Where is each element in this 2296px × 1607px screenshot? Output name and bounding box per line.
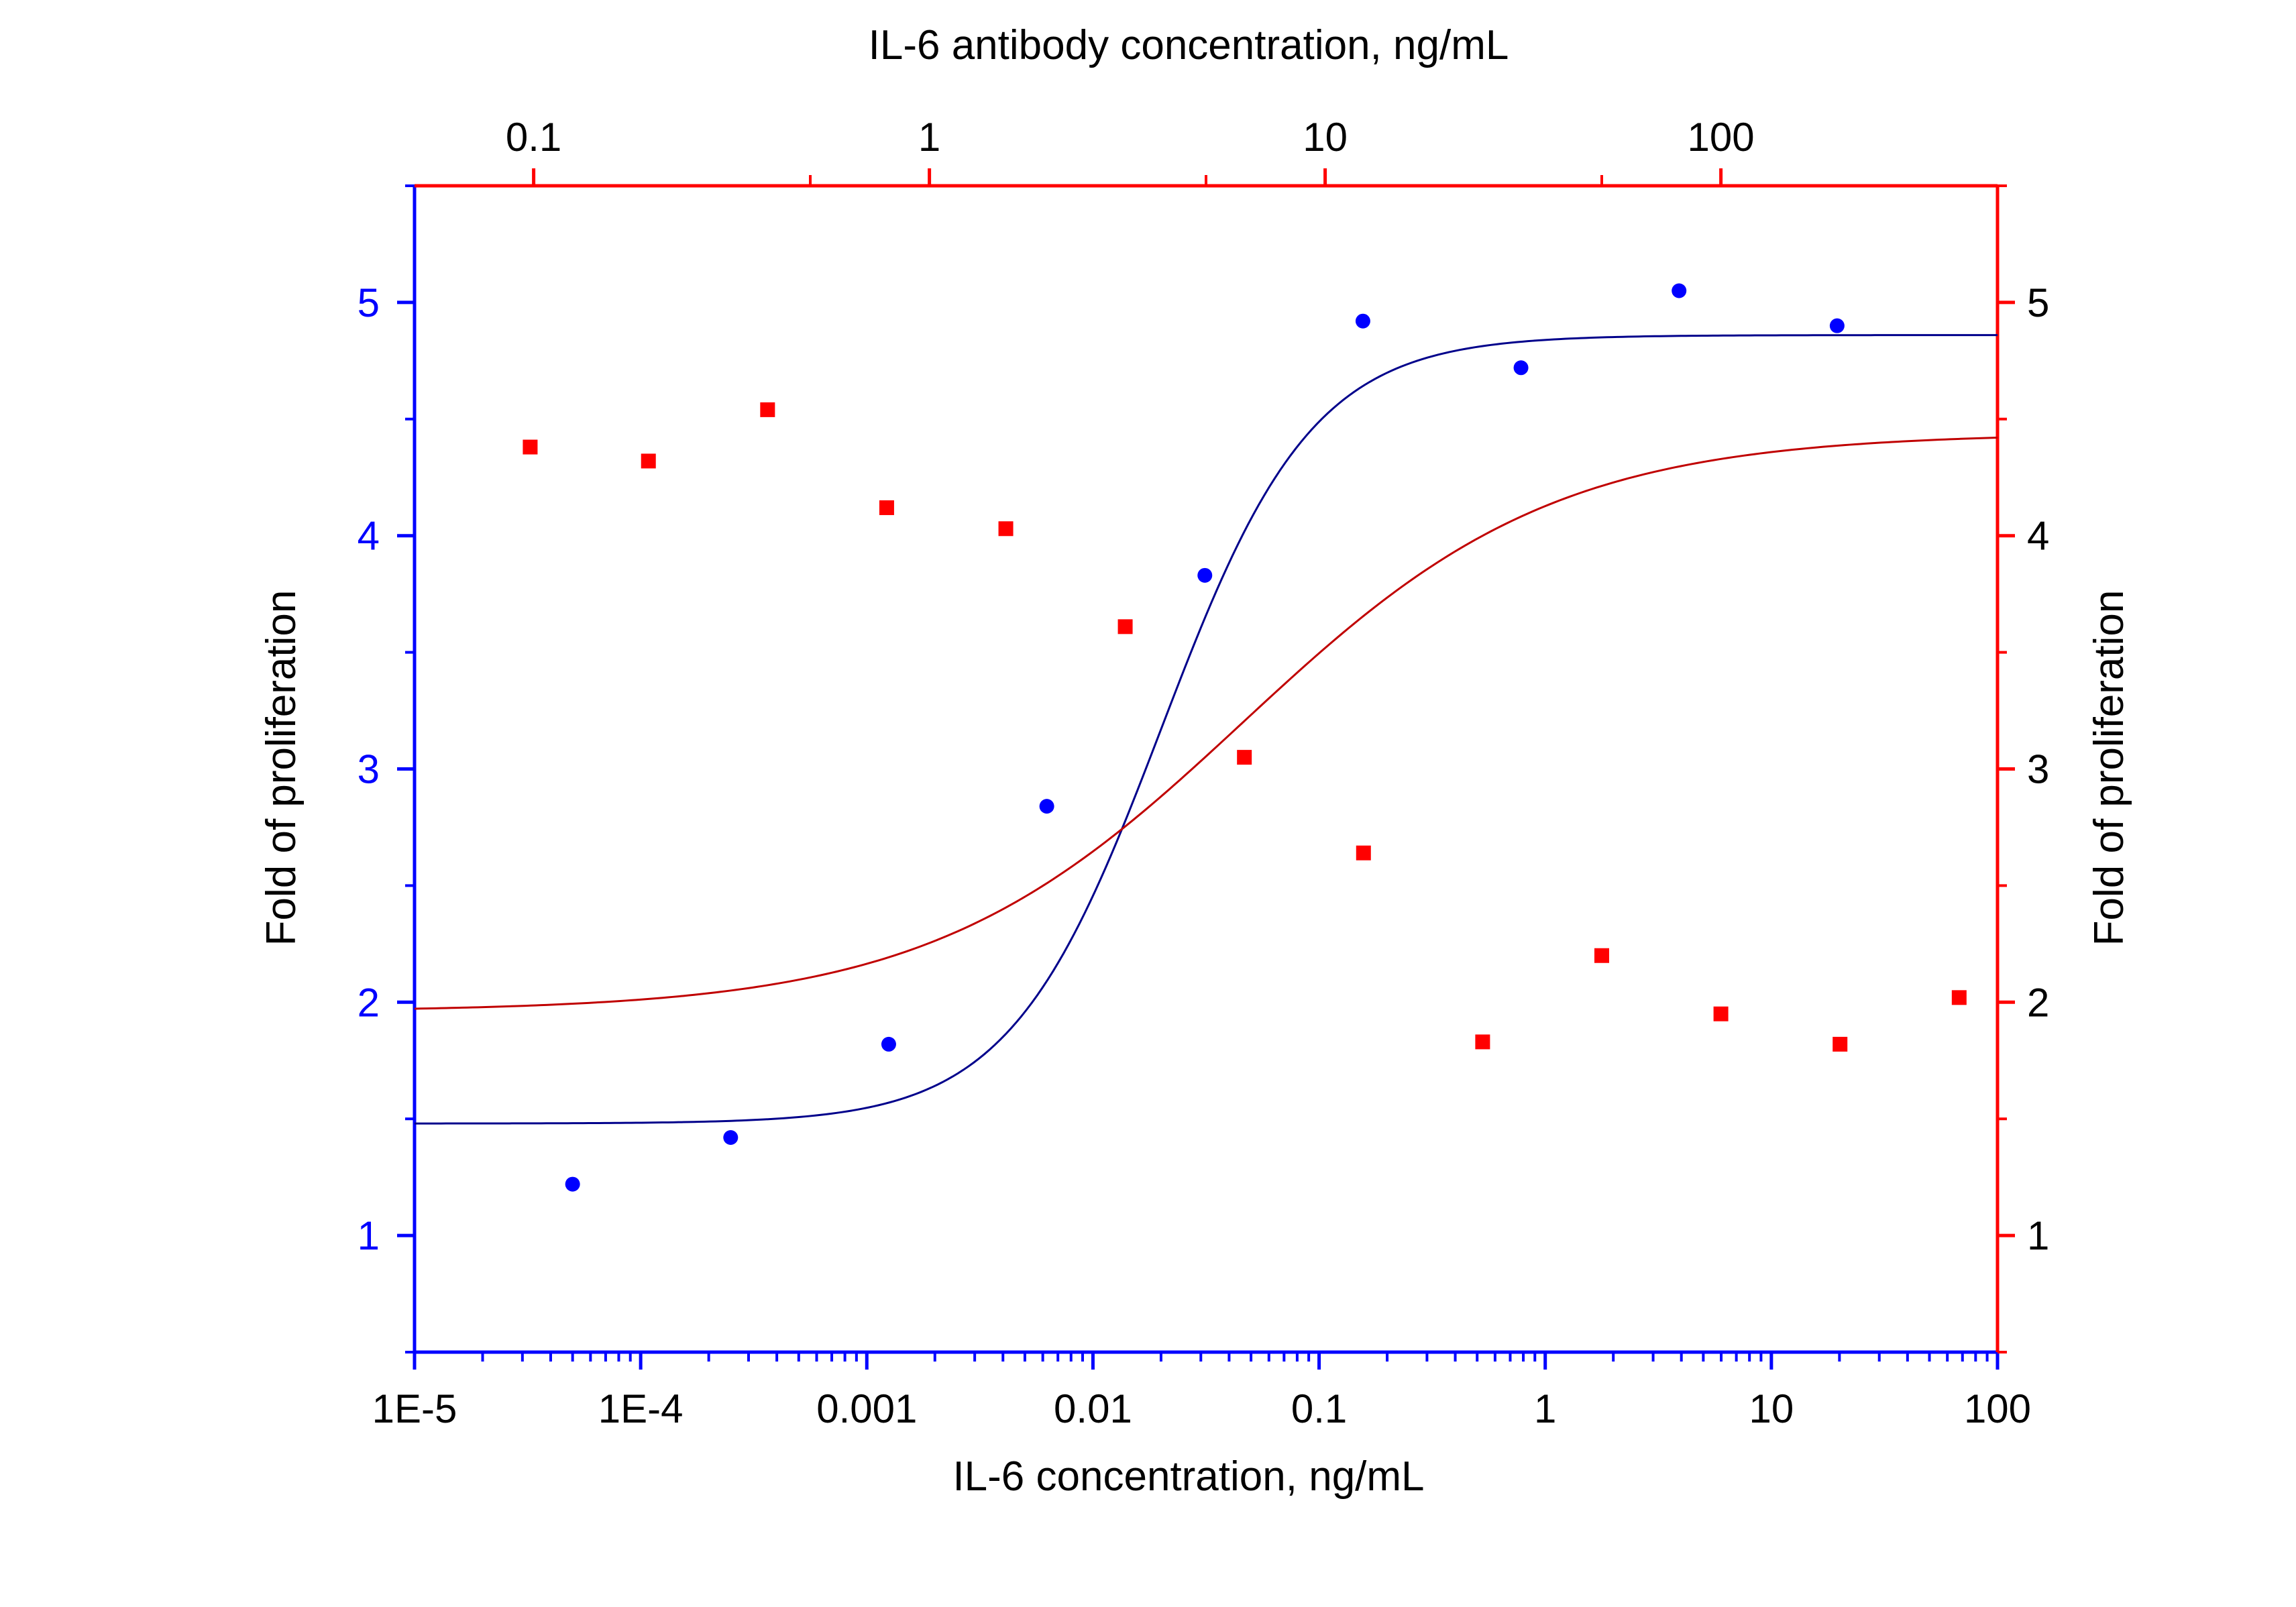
right-tick-label: 2 bbox=[2027, 980, 2049, 1025]
right-tick-label: 3 bbox=[2027, 747, 2049, 792]
bottom-tick-label: 0.01 bbox=[1054, 1386, 1132, 1431]
data-point-square bbox=[1117, 619, 1133, 634]
right-axis-title: Fold of proliferation bbox=[2086, 590, 2132, 946]
right-tick-label: 4 bbox=[2027, 514, 2049, 559]
data-point-circle bbox=[881, 1036, 896, 1052]
data-point-circle bbox=[1672, 283, 1687, 298]
plot-layer: 1E-5 1E-4 0.001 0.01 0.1 1 10 100 0.1 1 10 100 1 2 3 4 5… bbox=[358, 115, 2050, 1431]
left-tick-label: 2 bbox=[358, 980, 380, 1025]
data-point-square bbox=[1356, 845, 1371, 861]
data-point-circle bbox=[1829, 318, 1845, 333]
data-point-square bbox=[1237, 750, 1252, 765]
data-point-square bbox=[1833, 1036, 1848, 1052]
data-point-circle bbox=[723, 1130, 739, 1146]
data-point-square bbox=[641, 453, 656, 469]
left-tick-label: 4 bbox=[358, 514, 380, 559]
data-point-square bbox=[1951, 990, 1967, 1005]
top-axis-title: IL-6 antibody concentration, ng/mL bbox=[869, 22, 1509, 68]
data-point-circle bbox=[1039, 799, 1054, 814]
fit-curve-antibody bbox=[414, 437, 1998, 1010]
bottom-tick-label: 1E-5 bbox=[372, 1386, 457, 1431]
data-point-square bbox=[523, 439, 538, 455]
bottom-tick-label: 10 bbox=[1749, 1386, 1794, 1431]
top-tick-label: 0.1 bbox=[506, 115, 561, 160]
bottom-tick-label: 0.1 bbox=[1291, 1386, 1347, 1431]
fit-curve-il6 bbox=[414, 334, 1998, 1125]
data-point-circle bbox=[1513, 360, 1529, 376]
data-point-square bbox=[1594, 948, 1609, 963]
left-tick-label: 1 bbox=[358, 1213, 380, 1258]
top-tick-label: 1 bbox=[918, 115, 940, 160]
data-point-square bbox=[1475, 1034, 1490, 1050]
bottom-axis-title: IL-6 concentration, ng/mL bbox=[952, 1453, 1424, 1500]
left-tick-label: 5 bbox=[358, 280, 380, 325]
bottom-tick-label: 1E-4 bbox=[598, 1386, 684, 1431]
top-tick-label: 100 bbox=[1688, 115, 1755, 160]
data-point-square bbox=[998, 521, 1014, 537]
bottom-tick-label: 1 bbox=[1534, 1386, 1556, 1431]
bottom-tick-label: 100 bbox=[1964, 1386, 2031, 1431]
top-tick-label: 10 bbox=[1303, 115, 1348, 160]
data-point-square bbox=[760, 402, 775, 417]
data-point-circle bbox=[1355, 313, 1370, 329]
left-axis-title: Fold of proliferation bbox=[258, 590, 305, 946]
right-tick-label: 1 bbox=[2027, 1213, 2049, 1258]
right-tick-label: 5 bbox=[2027, 280, 2049, 325]
bottom-tick-label: 0.001 bbox=[816, 1386, 917, 1431]
left-tick-label: 3 bbox=[358, 747, 380, 792]
data-point-circle bbox=[1197, 567, 1213, 583]
data-point-square bbox=[1713, 1006, 1729, 1021]
data-point-square bbox=[879, 500, 894, 515]
data-point-circle bbox=[565, 1176, 580, 1192]
